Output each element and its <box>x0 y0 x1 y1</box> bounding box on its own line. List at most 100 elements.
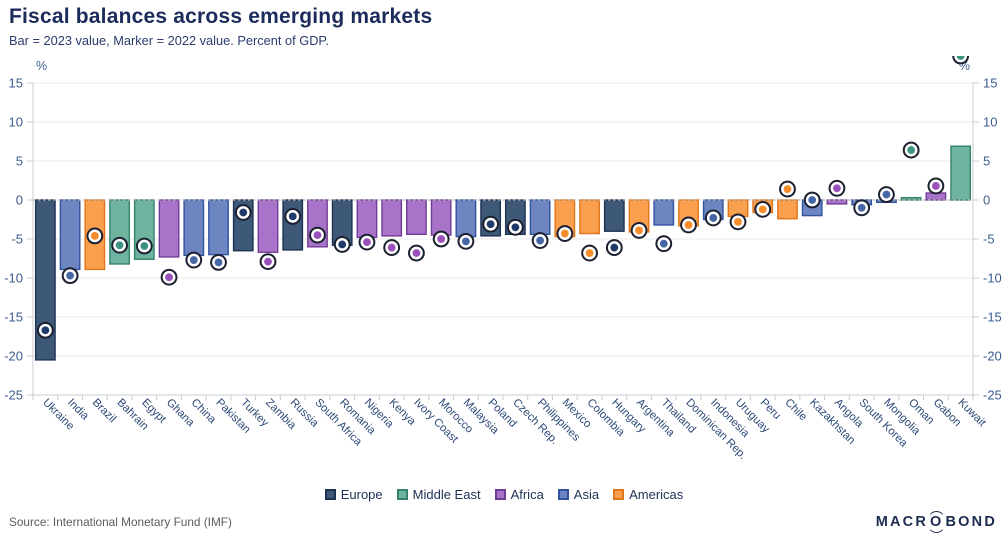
y-tick-label-right--5: -5 <box>983 232 995 247</box>
logo-text-pre: MACR <box>875 514 929 530</box>
logo-orbit-o: O <box>926 510 947 533</box>
bar-chile <box>777 199 798 220</box>
marker-dot-china <box>189 256 198 264</box>
legend-swatch-asia <box>557 488 569 500</box>
chart-subtitle: Bar = 2023 value, Marker = 2022 value. P… <box>9 33 329 48</box>
y-tick-label-left-10: 10 <box>9 115 23 130</box>
marker-dot-zambia <box>264 257 272 266</box>
marker-dot-ukraine <box>41 326 50 335</box>
bar-bahrain <box>109 199 130 265</box>
marker-dot-peru <box>758 205 767 214</box>
marker-dot-colombia <box>585 249 594 257</box>
bar-morocco <box>430 199 452 236</box>
marker-dot-czech-rep- <box>511 223 520 232</box>
y-tick-label-right-10: 10 <box>983 115 997 130</box>
marker-dot-oman <box>907 146 916 154</box>
y-axis-unit-right: % <box>959 59 970 73</box>
marker-dot-brazil <box>90 231 99 240</box>
y-tick-label-left--15: -15 <box>4 310 23 325</box>
marker-dot-argentina <box>635 226 643 235</box>
bar-russia <box>282 199 304 251</box>
bar-nigeria <box>356 199 378 239</box>
y-tick-label-right-15: 15 <box>983 76 997 91</box>
marker-dot-ghana <box>165 273 173 282</box>
bar-hungary <box>603 199 625 232</box>
y-tick-label-left--5: -5 <box>11 232 23 247</box>
marker-dot-bahrain <box>115 241 124 250</box>
bar-thailand <box>653 199 675 226</box>
legend-label-middleeast: Middle East <box>412 486 481 502</box>
bar-india <box>59 199 81 271</box>
fiscal-balance-chart: 15 15 10 10 5 5 0 0 -5 -5 -10 -10 -15 -15 -20 -20 -25 -25… <box>4 47 1002 462</box>
bar-kenya <box>381 199 403 237</box>
marker-dot-pakistan <box>214 258 223 267</box>
marker-dot-morocco <box>437 235 446 243</box>
bar-colombia <box>579 199 600 235</box>
y-axis-unit-left: % <box>36 59 47 73</box>
bar-kuwait <box>950 145 972 201</box>
marker-dot-mongolia <box>882 190 891 199</box>
y-tick-label-right--20: -20 <box>983 349 1002 364</box>
marker-dot-india <box>66 271 75 280</box>
bar-ivory-coast <box>406 199 427 236</box>
legend-swatch-middleeast <box>396 488 408 500</box>
marker-dot-nigeria <box>363 238 371 247</box>
y-tick-label-left--20: -20 <box>4 349 23 364</box>
legend-item-middleeast: Middle East <box>396 486 481 502</box>
y-tick-label-right--25: -25 <box>983 388 1002 403</box>
y-tick-label-right--15: -15 <box>983 310 1002 325</box>
bar-china <box>183 199 205 257</box>
marker-dot-turkey <box>239 208 248 217</box>
source-text: Source: International Monetary Fund (IMF… <box>9 515 232 529</box>
legend-label-africa: Africa <box>510 486 544 502</box>
legend-item-americas: Americas <box>613 487 683 502</box>
chart-footer: Source: International Monetary Fund (IMF… <box>0 510 1008 538</box>
x-label-brazil: Brazil <box>90 397 118 425</box>
marker-dot-kazakhstan <box>808 196 817 204</box>
legend-swatch-africa <box>494 488 506 500</box>
marker-dot-chile <box>783 185 792 193</box>
legend-label-europe: Europe <box>340 486 383 502</box>
marker-dot-kenya <box>387 243 396 252</box>
marker-dot-philippines <box>536 236 545 245</box>
bar-ghana <box>158 199 180 258</box>
marker-dot-dominican-rep- <box>684 221 693 229</box>
legend-item-africa: Africa <box>494 486 544 502</box>
chart-legend: Europe Middle East Africa Asia Americas <box>0 482 1008 506</box>
y-tick-label-left-5: 5 <box>16 154 23 169</box>
marker-dot-indonesia <box>709 214 718 222</box>
marker-dot-egypt <box>140 242 149 250</box>
x-label-chile: Chile <box>782 397 809 424</box>
bar-oman <box>900 196 922 201</box>
chart-title: Fiscal balances across emerging markets <box>9 5 433 28</box>
y-tick-label-right-5: 5 <box>983 154 990 169</box>
macrobond-logo: MACR O BOND <box>875 510 997 533</box>
marker-dot-south-korea <box>857 203 866 212</box>
marker-dot-ivory-coast <box>412 249 421 257</box>
marker-dot-thailand <box>659 239 668 248</box>
marker-dot-hungary <box>610 243 619 252</box>
legend-label-americas: Americas <box>629 486 684 502</box>
legend-label-asia: Asia <box>573 486 600 502</box>
legend-swatch-europe <box>324 488 336 500</box>
y-tick-label-left--10: -10 <box>4 271 23 286</box>
y-tick-label-right-0: 0 <box>983 193 990 208</box>
marker-dot-malaysia <box>461 237 470 246</box>
marker-dot-russia <box>288 212 297 221</box>
legend-item-europe: Europe <box>324 486 383 502</box>
bar-philippines <box>529 199 551 236</box>
chart-header: Fiscal balances across emerging markets … <box>9 5 432 48</box>
plot-area: 15 15 10 10 5 5 0 0 -5 -5 -10 -10 -15 -15 -20 -20 -25 -25… <box>0 47 1008 480</box>
bar-zambia <box>257 199 279 253</box>
logo-text-post: BOND <box>945 514 997 530</box>
y-tick-label-left-0: 0 <box>16 193 23 208</box>
bar-malaysia <box>455 199 477 238</box>
y-tick-label-left--25: -25 <box>4 388 23 403</box>
marker-dot-gabon <box>931 182 940 190</box>
marker-dot-uruguay <box>734 217 742 226</box>
marker-dot-romania <box>338 240 347 249</box>
legend-item-asia: Asia <box>557 486 600 502</box>
marker-dot-south-africa <box>313 231 322 240</box>
marker-dot-angola <box>833 184 841 193</box>
